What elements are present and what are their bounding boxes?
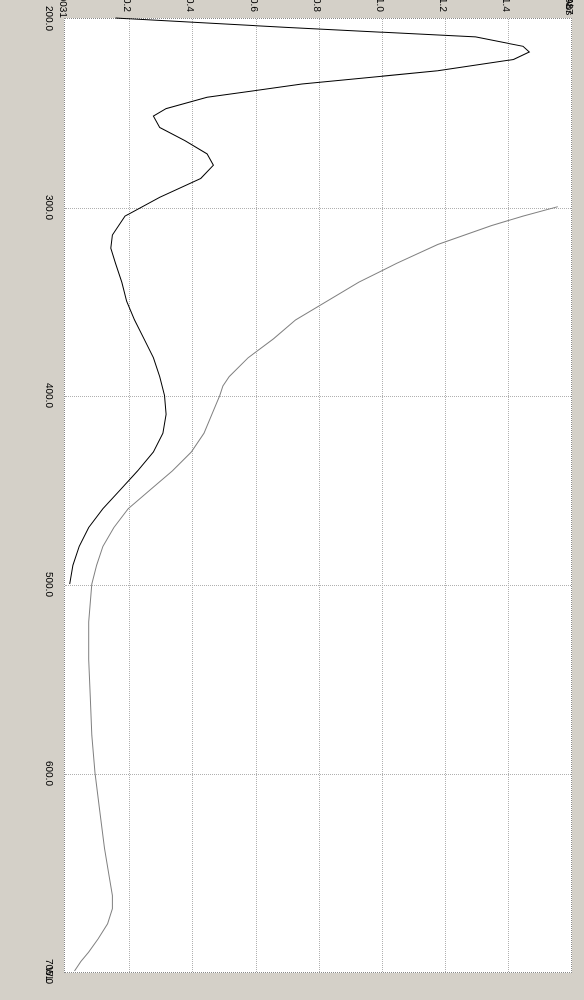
x-tick-label: 600.0 [43,761,54,786]
y-tick-label: 1.0 [374,0,385,12]
x-tick-label: 500.0 [43,572,54,597]
y-tick-label: 0.4 [184,0,195,12]
y-max-label: 1.5987 [563,0,574,15]
x-tick-label: 400.0 [43,383,54,408]
x-tick-label: 200.0 [43,6,54,31]
y-tick-label: 0.6 [248,0,259,12]
x-tick-label: 705.0 [43,959,54,984]
spectrum-curves [0,0,584,1000]
chart-container: Abs WL -0.0031 1.5987 200.0300.0400.0500… [0,0,584,1000]
y-min-label: -0.0031 [57,0,68,18]
y-tick-label: 1.4 [500,0,511,12]
y-tick-label: 1.2 [437,0,448,12]
y-tick-label: 0.8 [311,0,322,12]
x-tick-label: 300.0 [43,195,54,220]
y-tick-label: 0.2 [121,0,132,12]
curve-2 [75,207,558,971]
